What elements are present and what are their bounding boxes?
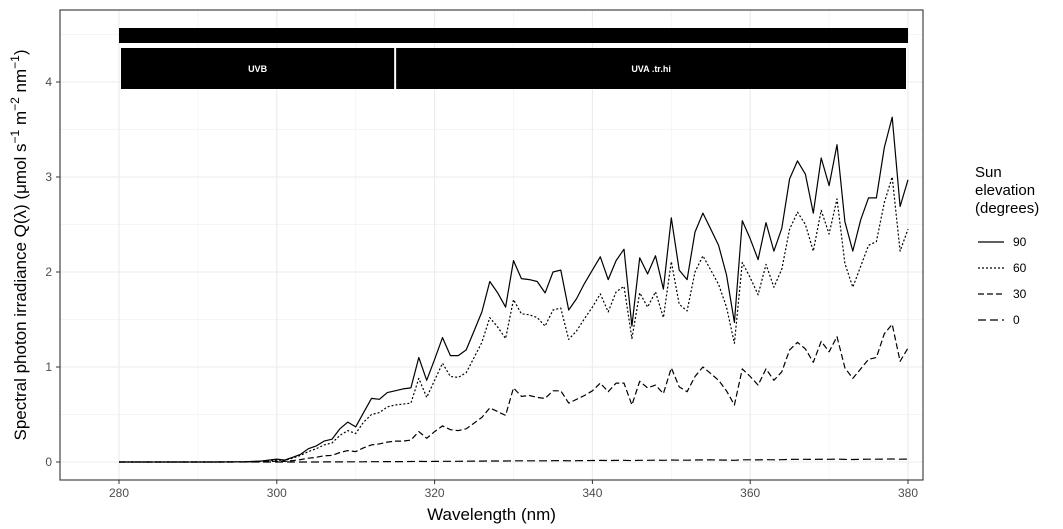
- y-axis-title: Spectral photon irradiance Q(λ) (μmol s−…: [8, 50, 30, 441]
- legend-title-line: elevation: [975, 182, 1035, 199]
- y-axis-title-part: ) (μmol s: [11, 143, 30, 209]
- x-tick-label: 320: [425, 486, 445, 500]
- y-tick-label: 1: [45, 360, 52, 374]
- y-tick-label: 4: [45, 75, 52, 89]
- y-axis-title-part: nm: [11, 69, 30, 97]
- panel-border: [59, 9, 924, 481]
- x-tick-label: 380: [898, 486, 918, 500]
- waveband-label: UVA .tr.hi: [631, 64, 671, 74]
- x-tick-label: 340: [582, 486, 602, 500]
- x-tick-label: 280: [109, 486, 129, 500]
- y-axis-title-part: −2: [8, 97, 22, 111]
- top-bar: [119, 28, 908, 43]
- series-line-60: [119, 176, 909, 463]
- y-axis-title-part: m: [11, 111, 30, 130]
- series-line-90: [119, 116, 909, 463]
- y-tick-label: 2: [45, 265, 52, 279]
- x-tick-label: 360: [740, 486, 760, 500]
- legend-title-line: Sun: [975, 164, 1002, 181]
- legend-label: 90: [1013, 235, 1027, 249]
- x-axis-title: Wavelength (nm): [427, 505, 556, 524]
- y-axis-title-part: ): [11, 50, 30, 56]
- legend-label: 60: [1013, 261, 1027, 275]
- y-tick-label: 0: [45, 455, 52, 469]
- y-axis-title-part: −1: [8, 55, 22, 69]
- series-line-30: [119, 323, 909, 463]
- waveband-label: UVB: [248, 64, 268, 74]
- legend-label: 0: [1013, 313, 1020, 327]
- y-axis-title-part: Spectral photon irradiance Q(: [11, 218, 30, 440]
- waveband-rect: [396, 48, 906, 89]
- legend-label: 30: [1013, 287, 1027, 301]
- y-axis-title-part: −1: [8, 129, 22, 143]
- x-tick-label: 300: [267, 486, 287, 500]
- series-line-0: [119, 458, 909, 463]
- legend-title-line: (degrees): [975, 200, 1039, 217]
- y-axis-title-part: λ: [11, 209, 30, 218]
- y-tick-label: 3: [45, 170, 52, 184]
- waveband-rect: [121, 48, 395, 89]
